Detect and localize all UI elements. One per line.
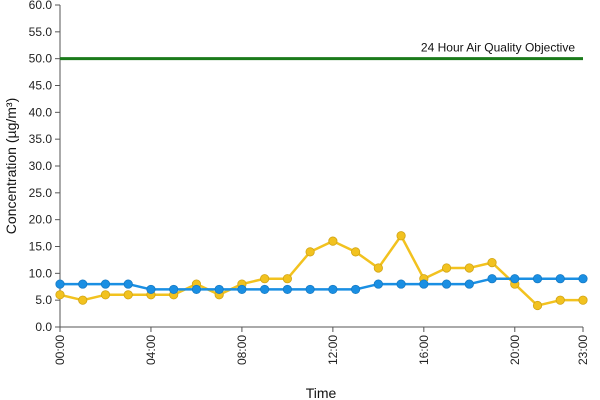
- series-2-point: [100, 279, 111, 289]
- x-tick-label: 16:00: [417, 335, 431, 365]
- series-2-point: [441, 279, 452, 289]
- x-tick-label: 20:00: [508, 335, 522, 365]
- x-tick-label: 12:00: [326, 335, 340, 365]
- x-tick-label: 08:00: [235, 335, 249, 365]
- series-2-point: [464, 279, 474, 289]
- y-tick-label: 40.0: [29, 105, 53, 119]
- y-tick-label: 50.0: [29, 52, 53, 66]
- x-axis: 00:00 04:00 08:00 12:00 16:00 20:00 23:00: [53, 326, 590, 365]
- objective-label: 24 Hour Air Quality Objective: [421, 41, 575, 55]
- series-1-point: [282, 274, 292, 284]
- series-1-point: [441, 263, 452, 273]
- series-2-point: [419, 279, 429, 289]
- series-1-point: [123, 290, 133, 300]
- series-2-point: [78, 279, 88, 289]
- series-1-point: [78, 295, 88, 305]
- series-2-point: [578, 274, 588, 284]
- y-tick-label: 10.0: [29, 266, 53, 280]
- series-2-point: [282, 284, 292, 295]
- y-tick-label: 5.0: [35, 293, 52, 307]
- y-axis: 0.0 5.0 10.0 15.0 20.0 25.0 30.0 35.0 40.0 45.0 50…: [29, 0, 61, 334]
- y-tick-label: 25.0: [29, 186, 53, 200]
- x-tick-label: 23:00: [576, 335, 590, 365]
- series-1-point: [100, 290, 111, 300]
- series-1-point: [351, 247, 361, 257]
- series-2-point: [487, 274, 497, 284]
- series-2-point: [260, 284, 270, 295]
- y-tick-label: 60.0: [29, 0, 53, 12]
- series-1-point: [328, 236, 338, 246]
- y-tick-label: 35.0: [29, 132, 53, 146]
- y-tick-label: 0.0: [35, 320, 52, 334]
- series-2-point: [146, 284, 156, 295]
- x-tick-label: 00:00: [53, 335, 67, 365]
- series-2-line: [60, 277, 583, 291]
- series-1-point: [305, 247, 315, 257]
- y-tick-label: 30.0: [29, 159, 53, 173]
- series-2-point: [237, 284, 247, 295]
- series-2-point: [532, 274, 543, 284]
- series-2-point: [510, 274, 520, 284]
- series-2-point: [396, 279, 406, 289]
- y-tick-label: 20.0: [29, 213, 53, 227]
- series-1-point: [55, 290, 65, 300]
- series-1-line: [59, 234, 583, 307]
- reference-line-group: 24 Hour Air Quality Objective: [60, 41, 583, 61]
- series-group: [55, 231, 588, 311]
- series-1-point: [373, 263, 383, 273]
- y-tick-label: 55.0: [29, 25, 53, 39]
- series-2-point: [328, 284, 338, 295]
- series-2-point: [351, 284, 361, 295]
- x-tick-label: 04:00: [144, 335, 158, 365]
- series-2-point: [169, 284, 179, 295]
- series-1-point: [555, 295, 565, 305]
- series-1-point: [532, 300, 543, 311]
- y-axis-title: Concentration (µg/m³): [3, 98, 19, 234]
- series-1-point: [396, 231, 406, 241]
- series-1-point: [464, 263, 474, 273]
- series-2-point: [373, 279, 383, 289]
- series-2-point: [555, 274, 565, 284]
- series-2-point: [214, 284, 224, 295]
- y-tick-label: 15.0: [29, 240, 53, 254]
- series-1-point: [487, 257, 497, 268]
- series-1-point: [578, 295, 588, 305]
- series-2-point: [305, 284, 315, 295]
- y-tick-label: 45.0: [29, 79, 53, 93]
- series-2-point: [55, 279, 65, 289]
- x-axis-title: Time: [306, 385, 337, 400]
- series-1-point: [260, 274, 270, 284]
- series-2-point: [191, 284, 202, 295]
- series-2-point: [123, 279, 133, 289]
